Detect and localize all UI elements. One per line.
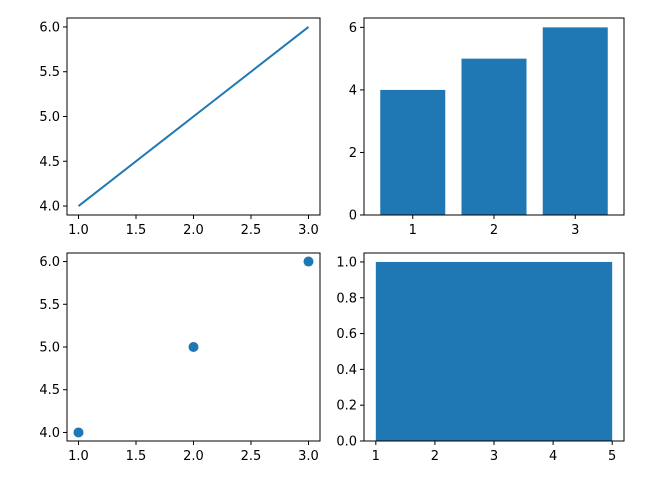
subplot-1: 1.0 1.5 2.0 2.5 3.0 4.0 4.5 5.0 5.5 6.0 bbox=[39, 17, 321, 238]
y-tick-label: 6.0 bbox=[39, 255, 60, 270]
x-tick-label: 1.0 bbox=[68, 449, 89, 464]
scatter-point-1 bbox=[73, 427, 84, 438]
y-tick-label: 0.8 bbox=[336, 291, 357, 306]
bar-3 bbox=[542, 27, 608, 216]
x-tick-label: 2.5 bbox=[241, 223, 262, 238]
y-tick-label: 4.5 bbox=[39, 155, 60, 170]
y-tick-label: 2 bbox=[349, 146, 357, 161]
bar-2 bbox=[461, 58, 527, 216]
subplot-2: 1 2 3 0 2 4 6 bbox=[349, 17, 625, 238]
scatter-point-3 bbox=[303, 256, 314, 267]
x-tick-label: 2.0 bbox=[183, 449, 204, 464]
x-tick-label: 1.5 bbox=[126, 449, 147, 464]
x-tick-label: 1 bbox=[409, 223, 417, 238]
x-tick-label: 2.5 bbox=[241, 449, 262, 464]
y-tick-label: 0.6 bbox=[336, 327, 357, 342]
y-tick-label: 5.0 bbox=[39, 110, 60, 125]
filled-area bbox=[375, 261, 613, 441]
y-tick-label: 4.0 bbox=[39, 426, 60, 441]
y-tick-label: 0.0 bbox=[336, 435, 357, 450]
y-tick-label: 6 bbox=[349, 21, 357, 36]
x-tick-label: 3 bbox=[571, 223, 579, 238]
y-tick-label: 1.0 bbox=[336, 255, 357, 270]
y-tick-label: 5.5 bbox=[39, 65, 60, 80]
x-tick-label: 3.0 bbox=[298, 223, 319, 238]
y-tick-label: 6.0 bbox=[39, 20, 60, 35]
bar-1 bbox=[380, 89, 446, 215]
scatter-point-2 bbox=[188, 342, 199, 352]
x-tick-label: 1.0 bbox=[68, 223, 89, 238]
x-tick-label: 2.0 bbox=[183, 223, 204, 238]
y-tick-label: 4.0 bbox=[39, 200, 60, 215]
x-tick-label: 2 bbox=[431, 449, 439, 464]
y-tick-label: 5.0 bbox=[39, 341, 60, 356]
x-tick-label: 4 bbox=[549, 449, 557, 464]
y-tick-label: 0.4 bbox=[336, 363, 357, 378]
y-tick-label: 5.5 bbox=[39, 298, 60, 313]
subplot-3: 1.0 1.5 2.0 2.5 3.0 4.0 4.5 5.0 5.5 6.0 bbox=[39, 252, 321, 464]
series-line bbox=[77, 26, 310, 207]
x-tick-label: 2 bbox=[490, 223, 498, 238]
y-tick-label: 0.2 bbox=[336, 399, 357, 414]
y-tick-label: 0 bbox=[349, 209, 357, 224]
x-tick-label: 1 bbox=[372, 449, 380, 464]
x-tick-label: 1.5 bbox=[126, 223, 147, 238]
x-tick-label: 5 bbox=[608, 449, 616, 464]
subplot-4: 1 2 3 4 5 0.0 0.2 0.4 0.6 0.8 1.0 bbox=[336, 252, 625, 464]
y-tick-label: 4.5 bbox=[39, 383, 60, 398]
x-tick-label: 3.0 bbox=[298, 449, 319, 464]
x-tick-label: 3 bbox=[490, 449, 498, 464]
y-tick-label: 4 bbox=[349, 83, 357, 98]
